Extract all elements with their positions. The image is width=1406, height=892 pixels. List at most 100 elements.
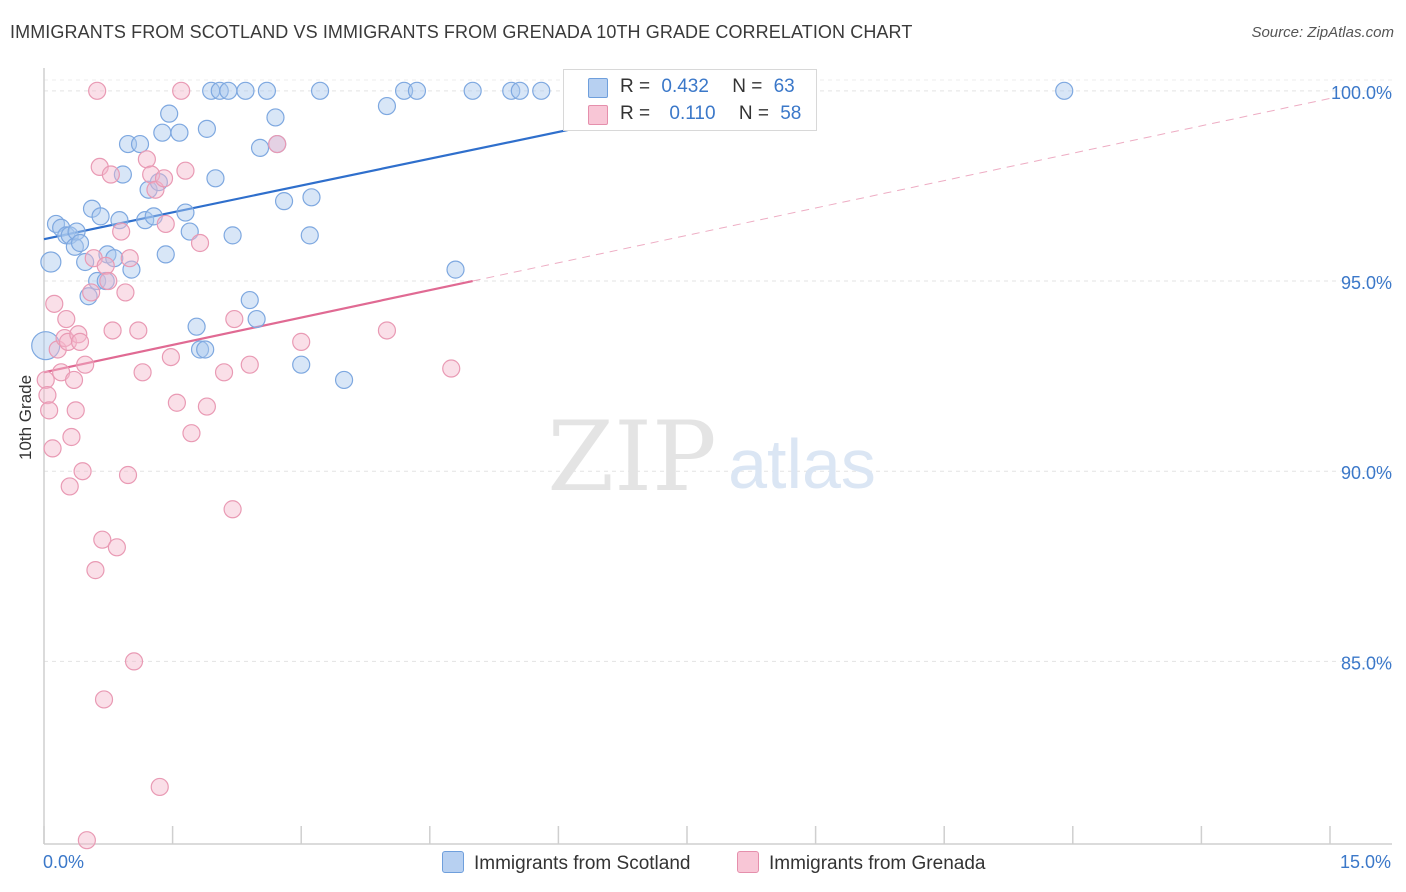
- legend-n-label: N =: [738, 103, 769, 124]
- point-series-1: [154, 169, 174, 188]
- point-series-1: [214, 363, 234, 382]
- legend-row-scotland: R = 0.432 N = 63: [620, 76, 795, 98]
- chart-source: Source: ZipAtlas.com: [1251, 24, 1394, 41]
- point-series-0: [247, 309, 266, 329]
- point-series-0: [394, 81, 414, 100]
- point-series-1: [223, 500, 242, 519]
- trend-line-1: [43, 279, 473, 374]
- point-series-1: [225, 309, 244, 329]
- point-series-1: [57, 309, 76, 329]
- point-series-1: [99, 271, 118, 291]
- point-series-0: [70, 233, 90, 253]
- point-series-0: [67, 222, 86, 241]
- point-series-0: [266, 108, 285, 127]
- legend-r-label: R =: [620, 76, 651, 97]
- point-series-1: [103, 321, 122, 340]
- point-series-1: [161, 347, 180, 367]
- point-series-1: [69, 325, 88, 344]
- point-series-0: [156, 245, 175, 264]
- point-series-1: [88, 81, 107, 100]
- chart-title: IMMIGRANTS FROM SCOTLAND VS IMMIGRANTS F…: [10, 22, 913, 42]
- point-series-1: [45, 294, 64, 313]
- point-series-0: [110, 211, 129, 230]
- point-series-1: [36, 370, 55, 390]
- point-series-0: [122, 260, 141, 279]
- point-series-0: [170, 123, 189, 142]
- point-series-0: [176, 203, 195, 222]
- point-series-0: [274, 192, 294, 211]
- point-series-0: [40, 251, 62, 273]
- point-series-0: [377, 96, 397, 116]
- point-series-1: [48, 340, 67, 359]
- point-series-1: [60, 477, 79, 496]
- legend-r-value: 0.432: [661, 76, 709, 97]
- point-series-1: [82, 283, 101, 302]
- point-series-0: [153, 123, 172, 142]
- point-series-1: [190, 233, 210, 253]
- point-series-0: [219, 81, 238, 100]
- y-tick-label: 85.0%: [1341, 653, 1392, 673]
- point-series-1: [118, 465, 138, 485]
- point-series-0: [91, 207, 110, 226]
- point-series-1: [77, 831, 96, 850]
- point-series-1: [93, 530, 112, 549]
- point-series-0: [206, 169, 225, 188]
- point-series-1: [96, 256, 115, 275]
- point-series-1: [94, 690, 114, 709]
- point-series-0: [532, 81, 551, 100]
- point-series-1: [70, 332, 90, 351]
- legend-swatch-scotland: [588, 78, 608, 98]
- bottom-legend-swatch-grenada: [737, 851, 759, 873]
- x-tick-label-min: 0.0%: [43, 852, 85, 872]
- point-series-1: [156, 214, 175, 234]
- trend-line-extension-1: [472, 97, 1331, 282]
- point-series-0: [187, 317, 206, 336]
- point-series-1: [292, 332, 311, 351]
- point-series-0: [292, 355, 311, 374]
- point-series-0: [310, 81, 330, 100]
- point-series-0: [300, 226, 319, 245]
- point-series-0: [407, 81, 427, 100]
- point-series-0: [1055, 81, 1074, 100]
- point-series-0: [510, 81, 529, 100]
- point-series-1: [197, 397, 216, 416]
- point-series-1: [137, 150, 156, 169]
- point-series-1: [172, 81, 191, 100]
- point-series-0: [139, 180, 158, 199]
- point-series-0: [76, 252, 95, 272]
- point-series-1: [240, 355, 259, 374]
- point-series-1: [167, 393, 186, 412]
- point-series-0: [197, 119, 216, 138]
- point-series-1: [120, 249, 139, 268]
- point-series-0: [130, 134, 150, 154]
- legend-swatch-grenada: [588, 105, 608, 125]
- point-series-1: [76, 355, 95, 374]
- bottom-legend-label-grenada: Immigrants from Grenada: [769, 853, 986, 874]
- point-series-0: [160, 104, 179, 123]
- point-series-1: [66, 401, 85, 420]
- legend-n-value: 63: [773, 76, 795, 97]
- bottom-legend-scotland: Immigrants from Scotland: [442, 851, 690, 875]
- legend-r-label: R =: [620, 103, 651, 124]
- legend-r-value: 0.110: [669, 103, 716, 124]
- point-series-0: [257, 81, 277, 100]
- point-series-1: [377, 321, 397, 340]
- point-series-1: [129, 321, 148, 340]
- point-series-1: [133, 363, 152, 382]
- legend-row-grenada: R = 0.110 N = 58: [620, 103, 801, 125]
- point-series-1: [150, 777, 169, 797]
- point-series-1: [442, 359, 461, 378]
- point-series-1: [62, 427, 81, 447]
- point-series-0: [196, 340, 215, 359]
- point-series-1: [64, 370, 84, 390]
- point-series-1: [43, 439, 62, 458]
- point-series-1: [73, 462, 92, 481]
- point-series-0: [250, 138, 270, 157]
- bottom-legend-grenada: Immigrants from Grenada: [737, 851, 985, 875]
- y-tick-label: 100.0%: [1331, 83, 1392, 103]
- point-series-0: [190, 340, 210, 359]
- y-tick-label: 90.0%: [1341, 463, 1392, 483]
- point-series-1: [124, 652, 144, 671]
- legend-n-label: N =: [732, 76, 763, 97]
